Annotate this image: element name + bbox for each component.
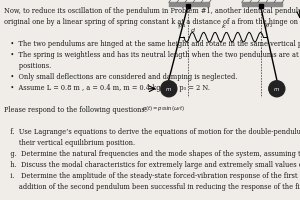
Circle shape bbox=[269, 81, 285, 97]
Text: •  Assume L = 0.8 m , a = 0.4 m, m = 0.4 kg, and p₀ = 2 N.: • Assume L = 0.8 m , a = 0.4 m, m = 0.4 … bbox=[4, 84, 210, 92]
Text: i.   Determine the amplitude of the steady-state forced-vibration response of th: i. Determine the amplitude of the steady… bbox=[4, 171, 300, 179]
Text: g.  Determine the natural frequencies and the mode shapes of the system, assumin: g. Determine the natural frequencies and… bbox=[4, 149, 300, 157]
Text: addition of the second pendulum been successful in reducing the response of the : addition of the second pendulum been suc… bbox=[4, 182, 300, 190]
Text: •  The two pendulums are hinged at the same height and rotate in the same vertic: • The two pendulums are hinged at the sa… bbox=[4, 40, 300, 48]
Text: •  The spring is weightless and has its neutral length when the two pendulums ar: • The spring is weightless and has its n… bbox=[4, 51, 300, 59]
Text: $O_1$: $O_1$ bbox=[181, 0, 189, 1]
Text: original one by a linear spring of spring constant k at a distance of a from the: original one by a linear spring of sprin… bbox=[4, 18, 300, 26]
Text: •  Only small deflections are considered and damping is neglected.: • Only small deflections are considered … bbox=[4, 73, 237, 81]
Text: $m$: $m$ bbox=[273, 86, 280, 93]
Text: $k$: $k$ bbox=[221, 22, 226, 30]
Text: h.  Discuss the modal characteristics for extremely large and extremely small va: h. Discuss the modal characteristics for… bbox=[4, 160, 300, 168]
Text: $|\theta_1$: $|\theta_1$ bbox=[177, 21, 186, 30]
Text: $p(t) = p_0 \sin(\omega_f t)$: $p(t) = p_0 \sin(\omega_f t)$ bbox=[142, 103, 185, 112]
Text: $m$: $m$ bbox=[165, 86, 172, 93]
Text: Now, to reduce its oscillation of the pendulum in Problem #1, another identical : Now, to reduce its oscillation of the pe… bbox=[4, 7, 300, 15]
Text: $O_2$: $O_2$ bbox=[260, 0, 268, 1]
Text: f.  Use Lagrange’s equations to derive the equations of motion for the double-pe: f. Use Lagrange’s equations to derive th… bbox=[4, 127, 300, 135]
Text: $|\theta_2$: $|\theta_2$ bbox=[264, 21, 273, 30]
Text: their vertical equilibrium position.: their vertical equilibrium position. bbox=[4, 138, 135, 146]
Text: Please respond to the following questions:: Please respond to the following question… bbox=[4, 105, 147, 113]
Circle shape bbox=[161, 81, 177, 97]
Text: positions.: positions. bbox=[4, 62, 51, 70]
Text: $d$: $d$ bbox=[190, 26, 196, 34]
